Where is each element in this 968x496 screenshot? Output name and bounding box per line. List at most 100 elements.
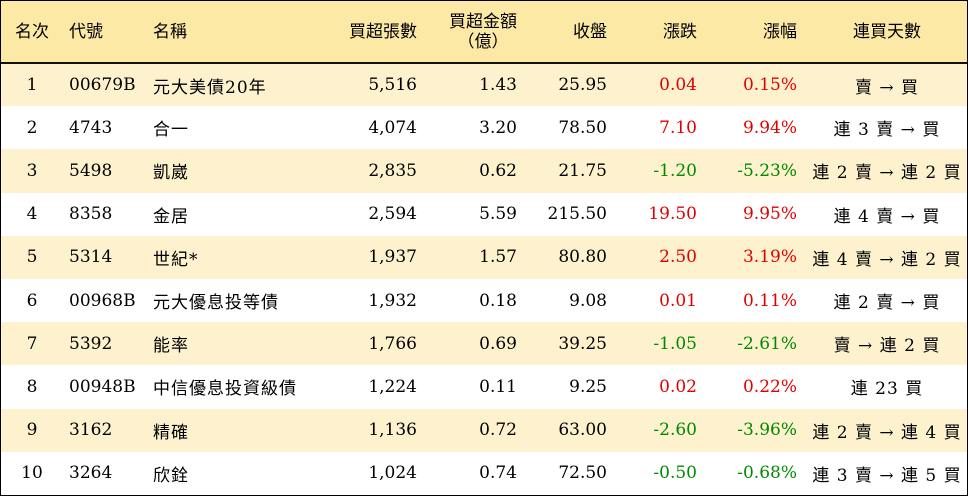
pct-cell: 0.11% bbox=[742, 290, 797, 311]
shares-cell: 2,835 bbox=[368, 160, 417, 181]
shares-cell: 5,516 bbox=[368, 75, 417, 96]
table-body: 1 00679B 元大美債20年 5,516 1.43 25.95 0.04 0.15% 賣 →… bbox=[1, 63, 967, 495]
amount-cell: 0.69 bbox=[479, 333, 517, 354]
shares-cell: 1,937 bbox=[368, 247, 417, 268]
code-cell: 5314 bbox=[69, 247, 113, 268]
header-days: 連買天數 bbox=[807, 1, 967, 64]
amount-cell: 5.59 bbox=[479, 204, 517, 225]
table-row: 9 3162 精確 1,136 0.72 63.00 -2.60 -3.96% 連 2 賣 → … bbox=[1, 408, 967, 452]
days-cell: 賣 → 連 2 買 bbox=[833, 336, 941, 357]
days-cell: 連 3 賣 → 買 bbox=[833, 120, 941, 141]
days-cell: 連 2 賣 → 連 2 買 bbox=[812, 163, 962, 184]
name-cell: 精確 bbox=[153, 422, 189, 443]
table-row: 6 00968B 元大優息投等債 1,932 0.18 9.08 0.01 0.11% 連 2 … bbox=[1, 278, 967, 323]
shares-cell: 1,766 bbox=[368, 333, 417, 354]
days-cell: 連 23 買 bbox=[850, 379, 924, 400]
close-cell: 9.08 bbox=[569, 290, 607, 311]
name-cell: 金居 bbox=[153, 206, 189, 227]
rank-cell: 3 bbox=[26, 160, 38, 181]
days-cell: 連 4 賣 → 連 2 買 bbox=[812, 249, 962, 270]
change-cell: 2.50 bbox=[659, 247, 697, 268]
amount-cell: 1.57 bbox=[479, 247, 517, 268]
change-cell: 0.04 bbox=[659, 75, 697, 96]
rank-cell: 4 bbox=[26, 204, 38, 225]
shares-cell: 4,074 bbox=[368, 117, 417, 138]
header-shares: 買超張數 bbox=[323, 1, 427, 64]
change-cell: 7.10 bbox=[659, 117, 697, 138]
change-cell: 0.01 bbox=[659, 290, 697, 311]
rank-cell: 8 bbox=[26, 376, 38, 397]
name-cell: 世紀* bbox=[153, 249, 199, 270]
amount-cell: 0.74 bbox=[479, 463, 517, 484]
name-cell: 合一 bbox=[153, 120, 189, 141]
change-cell: -0.50 bbox=[653, 463, 697, 484]
code-cell: 00948B bbox=[69, 376, 136, 397]
header-name: 名稱 bbox=[147, 1, 323, 64]
close-cell: 80.80 bbox=[558, 247, 607, 268]
shares-cell: 1,136 bbox=[368, 420, 417, 441]
days-cell: 連 2 賣 → 買 bbox=[833, 293, 941, 314]
header-amount-line2: （億） bbox=[457, 31, 509, 52]
amount-cell: 0.72 bbox=[479, 420, 517, 441]
days-cell: 連 4 賣 → 買 bbox=[833, 206, 941, 227]
close-cell: 72.50 bbox=[558, 463, 607, 484]
pct-cell: -2.61% bbox=[737, 333, 797, 354]
pct-cell: 9.95% bbox=[742, 204, 797, 225]
close-cell: 63.00 bbox=[558, 420, 607, 441]
days-cell: 賣 → 買 bbox=[854, 77, 920, 98]
pct-cell: -3.96% bbox=[737, 420, 797, 441]
pct-cell: -5.23% bbox=[737, 160, 797, 181]
code-cell: 3264 bbox=[69, 463, 113, 484]
pct-cell: 0.22% bbox=[742, 376, 797, 397]
rank-cell: 9 bbox=[26, 420, 38, 441]
days-cell: 連 2 賣 → 連 4 買 bbox=[812, 422, 962, 443]
name-cell: 能率 bbox=[153, 336, 189, 357]
header-amount-line1: 買超金額 bbox=[449, 11, 517, 32]
code-cell: 00968B bbox=[69, 290, 136, 311]
table-row: 2 4743 合一 4,074 3.20 78.50 7.10 9.94% 連 3 賣 → 買 bbox=[1, 106, 967, 150]
amount-cell: 0.18 bbox=[479, 290, 517, 311]
pct-cell: 3.19% bbox=[742, 247, 797, 268]
change-cell: 19.50 bbox=[648, 204, 697, 225]
name-cell: 凱崴 bbox=[153, 163, 189, 184]
pct-cell: -0.68% bbox=[737, 463, 797, 484]
table-row: 4 8358 金居 2,594 5.59 215.50 19.50 9.95% 連 4 賣 → … bbox=[1, 192, 967, 236]
code-cell: 4743 bbox=[69, 117, 113, 138]
header-code: 代號 bbox=[63, 1, 147, 64]
amount-cell: 0.62 bbox=[479, 160, 517, 181]
amount-cell: 3.20 bbox=[479, 117, 517, 138]
shares-cell: 2,594 bbox=[368, 204, 417, 225]
table-row: 8 00948B 中信優息投資級債 1,224 0.11 9.25 0.02 0.22% 連 2… bbox=[1, 365, 967, 409]
shares-cell: 1,932 bbox=[368, 290, 417, 311]
name-cell: 欣銓 bbox=[153, 465, 189, 486]
shares-cell: 1,024 bbox=[368, 463, 417, 484]
table-row: 5 5314 世紀* 1,937 1.57 80.80 2.50 3.19% 連 4 賣 → 連… bbox=[1, 235, 967, 279]
change-cell: 0.02 bbox=[659, 376, 697, 397]
rank-cell: 7 bbox=[26, 333, 38, 354]
code-cell: 00679B bbox=[69, 75, 136, 96]
header-row: 名次 代號 名稱 買超張數 買超金額 （億） 收盤 漲跌 漲幅 連買天數 bbox=[1, 1, 967, 64]
name-cell: 中信優息投資級債 bbox=[153, 379, 297, 400]
pct-cell: 9.94% bbox=[742, 117, 797, 138]
table-row: 7 5392 能率 1,766 0.69 39.25 -1.05 -2.61% 賣 → 連 2 … bbox=[1, 322, 967, 366]
rank-cell: 1 bbox=[26, 75, 38, 96]
header-rank: 名次 bbox=[1, 1, 63, 64]
code-cell: 5392 bbox=[69, 333, 113, 354]
amount-cell: 1.43 bbox=[479, 75, 517, 96]
table-row: 10 3264 欣銓 1,024 0.74 72.50 -0.50 -0.68% 連 3 賣 →… bbox=[1, 451, 967, 495]
shares-cell: 1,224 bbox=[368, 376, 417, 397]
table-row: 3 5498 凱崴 2,835 0.62 21.75 -1.20 -5.23% 連 2 賣 → … bbox=[1, 149, 967, 193]
name-cell: 元大優息投等債 bbox=[153, 293, 279, 314]
change-cell: -1.05 bbox=[653, 333, 697, 354]
header-close: 收盤 bbox=[527, 1, 617, 64]
close-cell: 78.50 bbox=[558, 117, 607, 138]
code-cell: 8358 bbox=[69, 204, 113, 225]
close-cell: 39.25 bbox=[558, 333, 607, 354]
close-cell: 9.25 bbox=[569, 376, 607, 397]
rank-cell: 5 bbox=[26, 247, 38, 268]
rank-cell: 10 bbox=[21, 463, 43, 484]
rank-cell: 2 bbox=[26, 117, 38, 138]
name-cell: 元大美債20年 bbox=[153, 77, 267, 98]
